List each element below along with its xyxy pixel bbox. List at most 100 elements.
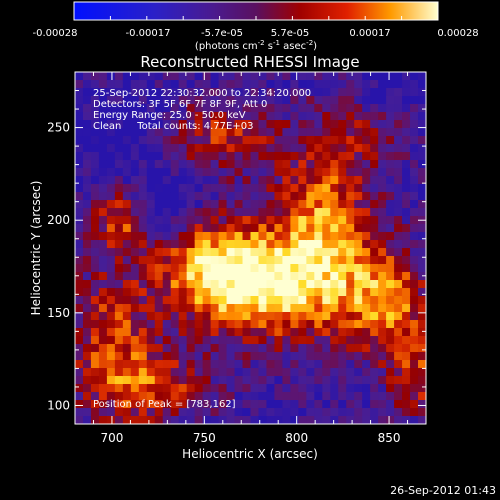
heatmap-cell xyxy=(298,168,307,177)
heatmap-cell xyxy=(370,248,379,257)
heatmap-cell xyxy=(370,176,379,185)
heatmap-cell xyxy=(418,72,426,81)
heatmap-cell xyxy=(194,160,204,169)
heatmap-cell xyxy=(346,208,355,217)
heatmap-cell xyxy=(170,384,180,393)
heatmap-cell xyxy=(314,176,323,185)
heatmap-cell xyxy=(178,400,188,409)
heatmap-cell xyxy=(154,352,164,361)
heatmap-cell xyxy=(346,192,355,201)
heatmap-cell xyxy=(114,264,124,273)
heatmap-cell xyxy=(410,368,419,377)
heatmap-cell xyxy=(386,112,395,121)
heatmap-cell xyxy=(282,120,291,129)
heatmap-cell xyxy=(194,376,204,385)
heatmap-cell xyxy=(154,192,164,201)
heatmap-cell xyxy=(378,152,387,161)
heatmap-cell xyxy=(274,216,284,225)
heatmap-cell xyxy=(130,336,140,345)
heatmap-cell xyxy=(90,96,100,105)
heatmap-cell xyxy=(314,368,323,377)
heatmap-cell xyxy=(146,160,156,169)
heatmap-cell xyxy=(242,176,252,185)
heatmap-cell xyxy=(266,72,276,81)
heatmap-cell xyxy=(202,320,212,329)
heatmap-cell xyxy=(418,272,426,281)
heatmap-cell xyxy=(170,136,180,145)
heatmap-cell xyxy=(218,112,228,121)
heatmap-cell xyxy=(362,256,371,265)
heatmap-cell xyxy=(306,312,315,321)
heatmap-cell xyxy=(266,288,276,297)
heatmap-cell xyxy=(194,224,204,233)
heatmap-cell xyxy=(250,416,260,424)
heatmap-cell xyxy=(298,256,307,265)
heatmap-cell xyxy=(82,384,92,393)
heatmap-cell xyxy=(226,152,236,161)
heatmap-cell xyxy=(154,408,164,417)
heatmap-cell xyxy=(242,344,252,353)
heatmap-cell xyxy=(258,128,268,137)
heatmap-cell xyxy=(290,368,299,377)
heatmap-cell xyxy=(170,288,180,297)
heatmap-cell xyxy=(75,272,84,281)
heatmap-cell xyxy=(234,152,244,161)
heatmap-cell xyxy=(114,176,124,185)
heatmap-cell xyxy=(306,400,315,409)
heatmap-cell xyxy=(258,336,268,345)
heatmap-cell xyxy=(362,192,371,201)
heatmap-cell xyxy=(138,112,148,121)
heatmap-cell xyxy=(194,288,204,297)
heatmap-cell xyxy=(402,328,411,337)
heatmap-cell xyxy=(290,200,299,209)
heatmap-cell xyxy=(274,128,284,137)
heatmap-cell xyxy=(234,216,244,225)
heatmap-cell xyxy=(314,80,323,89)
heatmap-cell xyxy=(370,352,379,361)
heatmap-cell xyxy=(82,208,92,217)
heatmap-cell xyxy=(338,408,347,417)
heatmap-cell xyxy=(178,360,188,369)
heatmap-cell xyxy=(226,176,236,185)
heatmap-cell xyxy=(122,352,132,361)
heatmap-cell xyxy=(354,104,363,113)
heatmap-cell xyxy=(106,80,116,89)
heatmap-cell xyxy=(122,360,132,369)
heatmap-cell xyxy=(122,88,132,97)
heatmap-cell xyxy=(170,144,180,153)
heatmap-cell xyxy=(114,192,124,201)
heatmap-cell xyxy=(258,376,268,385)
heatmap-cell xyxy=(402,288,411,297)
heatmap-cell xyxy=(298,128,307,137)
heatmap-cell xyxy=(138,96,148,105)
heatmap-cell xyxy=(90,312,100,321)
heatmap-cell xyxy=(410,320,419,329)
heatmap-cell xyxy=(146,272,156,281)
heatmap-cell xyxy=(346,184,355,193)
heatmap-cell xyxy=(178,176,188,185)
heatmap-cell xyxy=(354,184,363,193)
heatmap-cell xyxy=(274,376,284,385)
heatmap-cell xyxy=(218,208,228,217)
heatmap-cell xyxy=(138,408,148,417)
heatmap-cell xyxy=(75,392,84,401)
heatmap-cell xyxy=(314,280,323,289)
heatmap-cell xyxy=(186,208,196,217)
heatmap-cell xyxy=(98,376,108,385)
heatmap-cell xyxy=(202,264,212,273)
heatmap-cell xyxy=(226,224,236,233)
heatmap-cell xyxy=(338,160,347,169)
heatmap-cell xyxy=(234,400,244,409)
heatmap-cell xyxy=(138,304,148,313)
heatmap-cell xyxy=(186,256,196,265)
heatmap-cell xyxy=(202,216,212,225)
heatmap-cell xyxy=(194,240,204,249)
heatmap-cell xyxy=(170,208,180,217)
heatmap-cell xyxy=(122,376,132,385)
heatmap-cell xyxy=(186,248,196,257)
heatmap-cell xyxy=(218,264,228,273)
heatmap-cell xyxy=(386,344,395,353)
heatmap-cell xyxy=(98,168,108,177)
heatmap-cell xyxy=(370,344,379,353)
heatmap-cell xyxy=(250,280,260,289)
